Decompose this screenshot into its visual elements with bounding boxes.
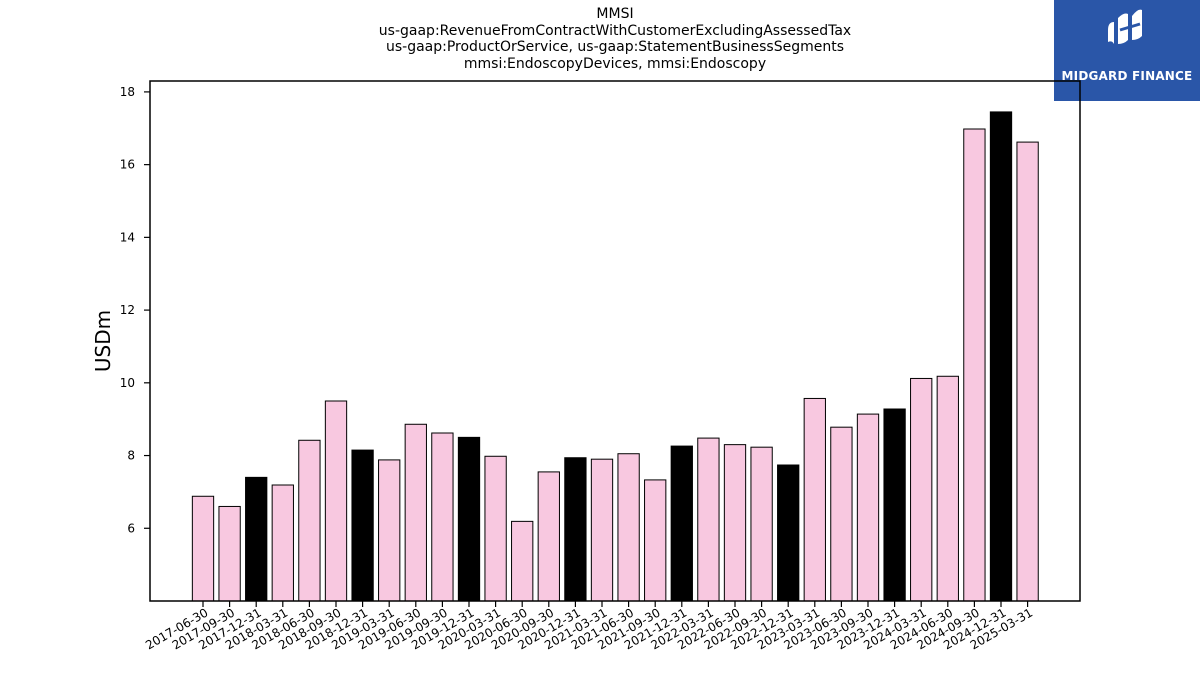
y-tick-label: 10 xyxy=(120,376,135,390)
bar-2023-12-31 xyxy=(883,408,906,602)
bar-2025-03-31 xyxy=(1016,141,1039,602)
bars-group xyxy=(191,111,1039,602)
bar-2018-09-30 xyxy=(324,400,348,602)
bar-2023-06-30 xyxy=(830,426,853,602)
bar-2021-09-30 xyxy=(644,479,667,602)
bar-2020-09-30 xyxy=(537,471,560,602)
y-tick-label: 12 xyxy=(120,303,135,317)
bar-2020-03-31 xyxy=(484,455,507,602)
bar-2018-06-30 xyxy=(298,439,321,602)
bar-2023-09-30 xyxy=(856,413,880,602)
bar-2024-12-31 xyxy=(989,111,1013,602)
bar-2019-12-31 xyxy=(457,436,481,602)
y-tick-label: 6 xyxy=(127,521,135,535)
chart-title: MMSI us-gaap:RevenueFromContractWithCust… xyxy=(150,6,1080,72)
y-tick-label: 14 xyxy=(120,230,135,244)
bar-2019-09-30 xyxy=(431,432,454,602)
bar-2021-12-31 xyxy=(670,445,693,602)
title-line-members: mmsi:EndoscopyDevices, mmsi:Endoscopy xyxy=(463,55,767,72)
title-line-concept: us-gaap:RevenueFromContractWithCustomerE… xyxy=(378,22,852,39)
bar-2024-09-30 xyxy=(963,128,986,602)
plot-frame xyxy=(149,80,1081,602)
title-line-ticker: MMSI xyxy=(596,6,634,22)
y-tick-label: 18 xyxy=(120,85,135,99)
bar-2024-03-31 xyxy=(910,377,933,602)
y-tick-label: 8 xyxy=(127,449,135,463)
y-axis-ticks: 6 8 10 12 14 16 18 xyxy=(120,85,150,535)
bar-2020-12-31 xyxy=(564,457,587,602)
bar-2019-03-31 xyxy=(378,459,401,602)
bar-2021-06-30 xyxy=(617,453,640,602)
midgard-logo-icon xyxy=(1108,9,1142,44)
bar-2022-12-31 xyxy=(777,464,800,602)
logo-text: MIDGARD FINANCE xyxy=(1061,69,1193,83)
bar-2018-12-31 xyxy=(351,449,374,602)
bar-2019-06-30 xyxy=(404,423,427,602)
bar-2017-09-30 xyxy=(218,505,241,602)
bar-2020-06-30 xyxy=(511,520,534,602)
bar-2017-06-30 xyxy=(191,495,215,602)
bar-2022-03-31 xyxy=(697,437,720,602)
y-axis-label: USDm xyxy=(91,310,115,372)
bar-2023-03-31 xyxy=(803,397,826,602)
bar-2024-06-30 xyxy=(936,375,959,602)
midgard-finance-logo: MIDGARD FINANCE xyxy=(1054,0,1200,101)
y-tick-label: 16 xyxy=(120,158,135,172)
bar-2022-09-30 xyxy=(750,446,773,602)
title-line-axes: us-gaap:ProductOrService, us-gaap:Statem… xyxy=(385,39,844,56)
x-axis-ticks: 2017-06-302017-09-302017-12-312018-03-31… xyxy=(143,601,1035,652)
bar-2021-03-31 xyxy=(590,458,614,602)
bar-2017-12-31 xyxy=(245,476,268,602)
bar-2018-03-31 xyxy=(271,484,294,602)
bar-2022-06-30 xyxy=(723,444,747,602)
